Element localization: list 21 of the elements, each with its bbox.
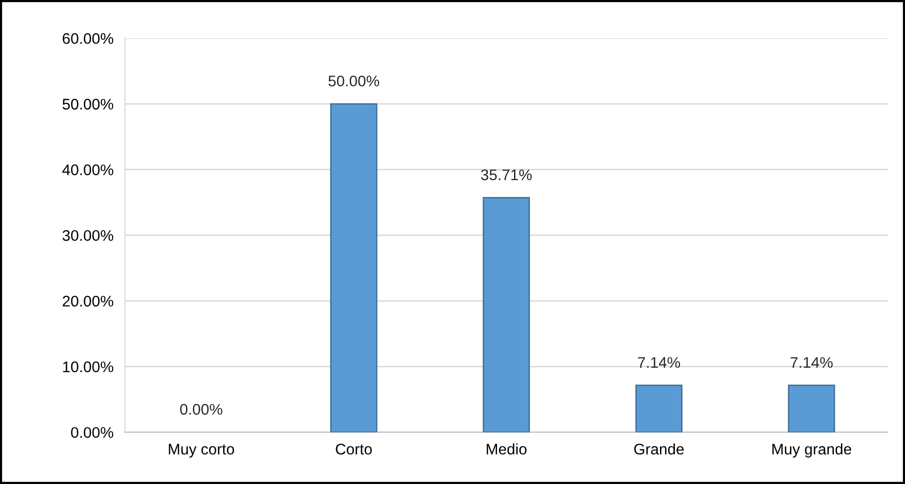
bar [788, 384, 836, 432]
x-tick-label: Muy corto [168, 444, 234, 458]
x-tick-label: Medio [486, 443, 527, 455]
x-tick-label: Muy grande [772, 443, 852, 458]
data-label: 7.14% [790, 357, 833, 368]
y-tick-label: 30.00% [62, 230, 114, 241]
data-label: 50.00% [328, 76, 380, 86]
data-label: 35.71% [481, 169, 532, 180]
y-tick-label: 40.00% [62, 164, 114, 176]
x-tick-label: Corto [336, 444, 372, 455]
y-tick-label: 0.00% [71, 427, 114, 438]
bar [482, 197, 530, 432]
data-label: 0.00% [180, 404, 222, 415]
y-tick-label: 50.00% [62, 98, 114, 110]
bar [330, 103, 378, 432]
bar [635, 384, 683, 432]
y-tick-label: 20.00% [62, 296, 114, 307]
y-tick-label: 60.00% [62, 33, 114, 44]
x-tick-label: Grande [634, 443, 684, 455]
data-label: 7.14% [638, 357, 680, 368]
y-tick-label: 10.00% [63, 361, 114, 372]
